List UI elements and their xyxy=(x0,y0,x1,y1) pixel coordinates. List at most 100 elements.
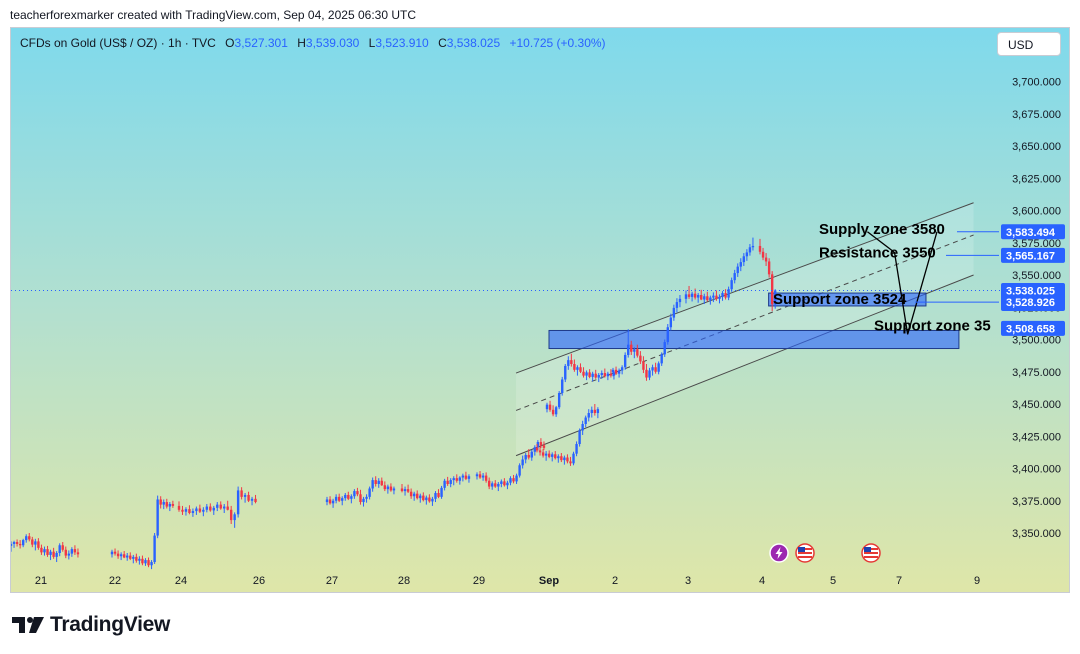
price-tag[interactable]: 3,508.658 xyxy=(1001,320,1065,336)
candle xyxy=(386,484,390,494)
candle xyxy=(675,298,679,313)
candle xyxy=(542,441,546,450)
candle xyxy=(412,491,416,501)
close-label: C xyxy=(438,36,447,50)
candle xyxy=(563,455,566,465)
candle xyxy=(727,286,730,301)
candle xyxy=(645,364,648,381)
zones-layer[interactable] xyxy=(548,292,960,350)
candle xyxy=(484,472,488,483)
price-tag[interactable]: 3,565.167 xyxy=(1001,247,1065,263)
candle xyxy=(116,550,120,559)
candle xyxy=(377,478,380,488)
candle xyxy=(380,477,383,486)
low-label: L xyxy=(368,36,376,50)
x-tick-label: 22 xyxy=(109,575,121,587)
candle xyxy=(58,543,61,557)
candle xyxy=(535,443,539,453)
us-flag-icon[interactable] xyxy=(861,543,881,563)
candle xyxy=(362,496,365,507)
time-axis[interactable]: 21 22 24 26 27 28 29 Sep 2 3 4 5 7 9 xyxy=(35,575,980,587)
candle xyxy=(597,373,600,383)
candle xyxy=(572,451,575,466)
candle xyxy=(467,474,471,483)
price-tag-label: 3,508.658 xyxy=(1006,323,1055,335)
x-tick-label: 28 xyxy=(398,575,410,587)
chart-background xyxy=(11,28,1069,592)
candle xyxy=(165,498,168,509)
candle xyxy=(171,500,175,508)
candle xyxy=(359,489,362,505)
candle xyxy=(162,499,165,510)
events-layer[interactable] xyxy=(769,543,881,563)
candle xyxy=(636,344,639,358)
candle xyxy=(113,548,117,556)
candle xyxy=(657,361,660,375)
candle xyxy=(147,557,150,568)
candle xyxy=(43,546,46,556)
x-tick-label: 7 xyxy=(896,575,902,587)
annotation-label[interactable]: Support zone 3524 xyxy=(773,291,907,308)
currency-button[interactable]: USD xyxy=(997,32,1061,56)
candle xyxy=(666,324,669,345)
candle xyxy=(630,340,633,355)
candle xyxy=(774,289,777,309)
candle xyxy=(758,238,762,255)
annotation-label[interactable]: Supply zone 3580 xyxy=(819,221,945,238)
candle xyxy=(159,496,162,509)
candle xyxy=(609,369,613,378)
candle xyxy=(434,491,437,503)
candle xyxy=(64,546,67,559)
price-chart[interactable]: Supply zone 3580 Resistance 3550 Support z… xyxy=(11,28,1070,593)
candle xyxy=(344,493,347,501)
candle xyxy=(663,339,666,357)
candle xyxy=(530,449,533,461)
symbol-name[interactable]: CFDs on Gold (US$ / OZ) · 1h · TVC xyxy=(20,36,216,50)
price-tag-label: 3,538.025 xyxy=(1006,285,1055,297)
price-axis[interactable]: 3,350.000 3,375.000 3,400.000 3,425.000 3,45… xyxy=(1001,28,1070,578)
projection-path[interactable] xyxy=(867,231,938,335)
candle xyxy=(236,486,240,518)
lightning-icon[interactable] xyxy=(769,543,789,563)
open-label: O xyxy=(225,36,235,50)
candle xyxy=(416,490,419,500)
annotation-lines-layer[interactable]: Supply zone 3580 Resistance 3550 Support z… xyxy=(11,221,1001,335)
candle xyxy=(588,369,591,379)
support-zone-35[interactable] xyxy=(548,329,960,350)
candle xyxy=(28,533,31,542)
x-tick-label: 26 xyxy=(253,575,265,587)
y-tick-label: 3,375.000 xyxy=(1012,496,1061,508)
candle xyxy=(742,253,746,266)
candle xyxy=(18,540,22,549)
open-value: 3,527.301 xyxy=(234,36,288,50)
candle xyxy=(229,505,233,524)
chart-panel[interactable]: Supply zone 3580 Resistance 3550 Support z… xyxy=(10,27,1070,593)
price-tag[interactable]: 3,583.494 xyxy=(1001,224,1065,240)
brand-footer[interactable]: TradingView xyxy=(12,612,170,638)
price-tag[interactable]: 3,528.926 xyxy=(1001,294,1065,310)
candle xyxy=(341,496,344,506)
y-tick-label: 3,625.000 xyxy=(1012,173,1061,185)
candle xyxy=(449,478,452,488)
candle xyxy=(600,370,603,379)
candle xyxy=(539,438,543,448)
x-tick-label: 4 xyxy=(759,575,765,587)
candle xyxy=(745,249,749,261)
us-flag-icon[interactable] xyxy=(795,543,815,563)
annotation-label[interactable]: Support zone 35 xyxy=(874,317,991,334)
candle xyxy=(503,478,506,487)
candle xyxy=(233,512,236,528)
annotation-label[interactable]: Resistance 3550 xyxy=(819,244,936,261)
candle xyxy=(748,244,752,256)
candle xyxy=(587,409,590,422)
candle xyxy=(461,473,465,482)
support-zone-3524[interactable] xyxy=(768,292,927,307)
candle xyxy=(475,472,479,480)
candle xyxy=(119,552,123,561)
candle xyxy=(347,491,350,501)
candle xyxy=(403,486,407,496)
candle xyxy=(593,404,597,416)
candle xyxy=(334,494,338,504)
candle xyxy=(548,400,552,412)
candle xyxy=(696,293,700,303)
